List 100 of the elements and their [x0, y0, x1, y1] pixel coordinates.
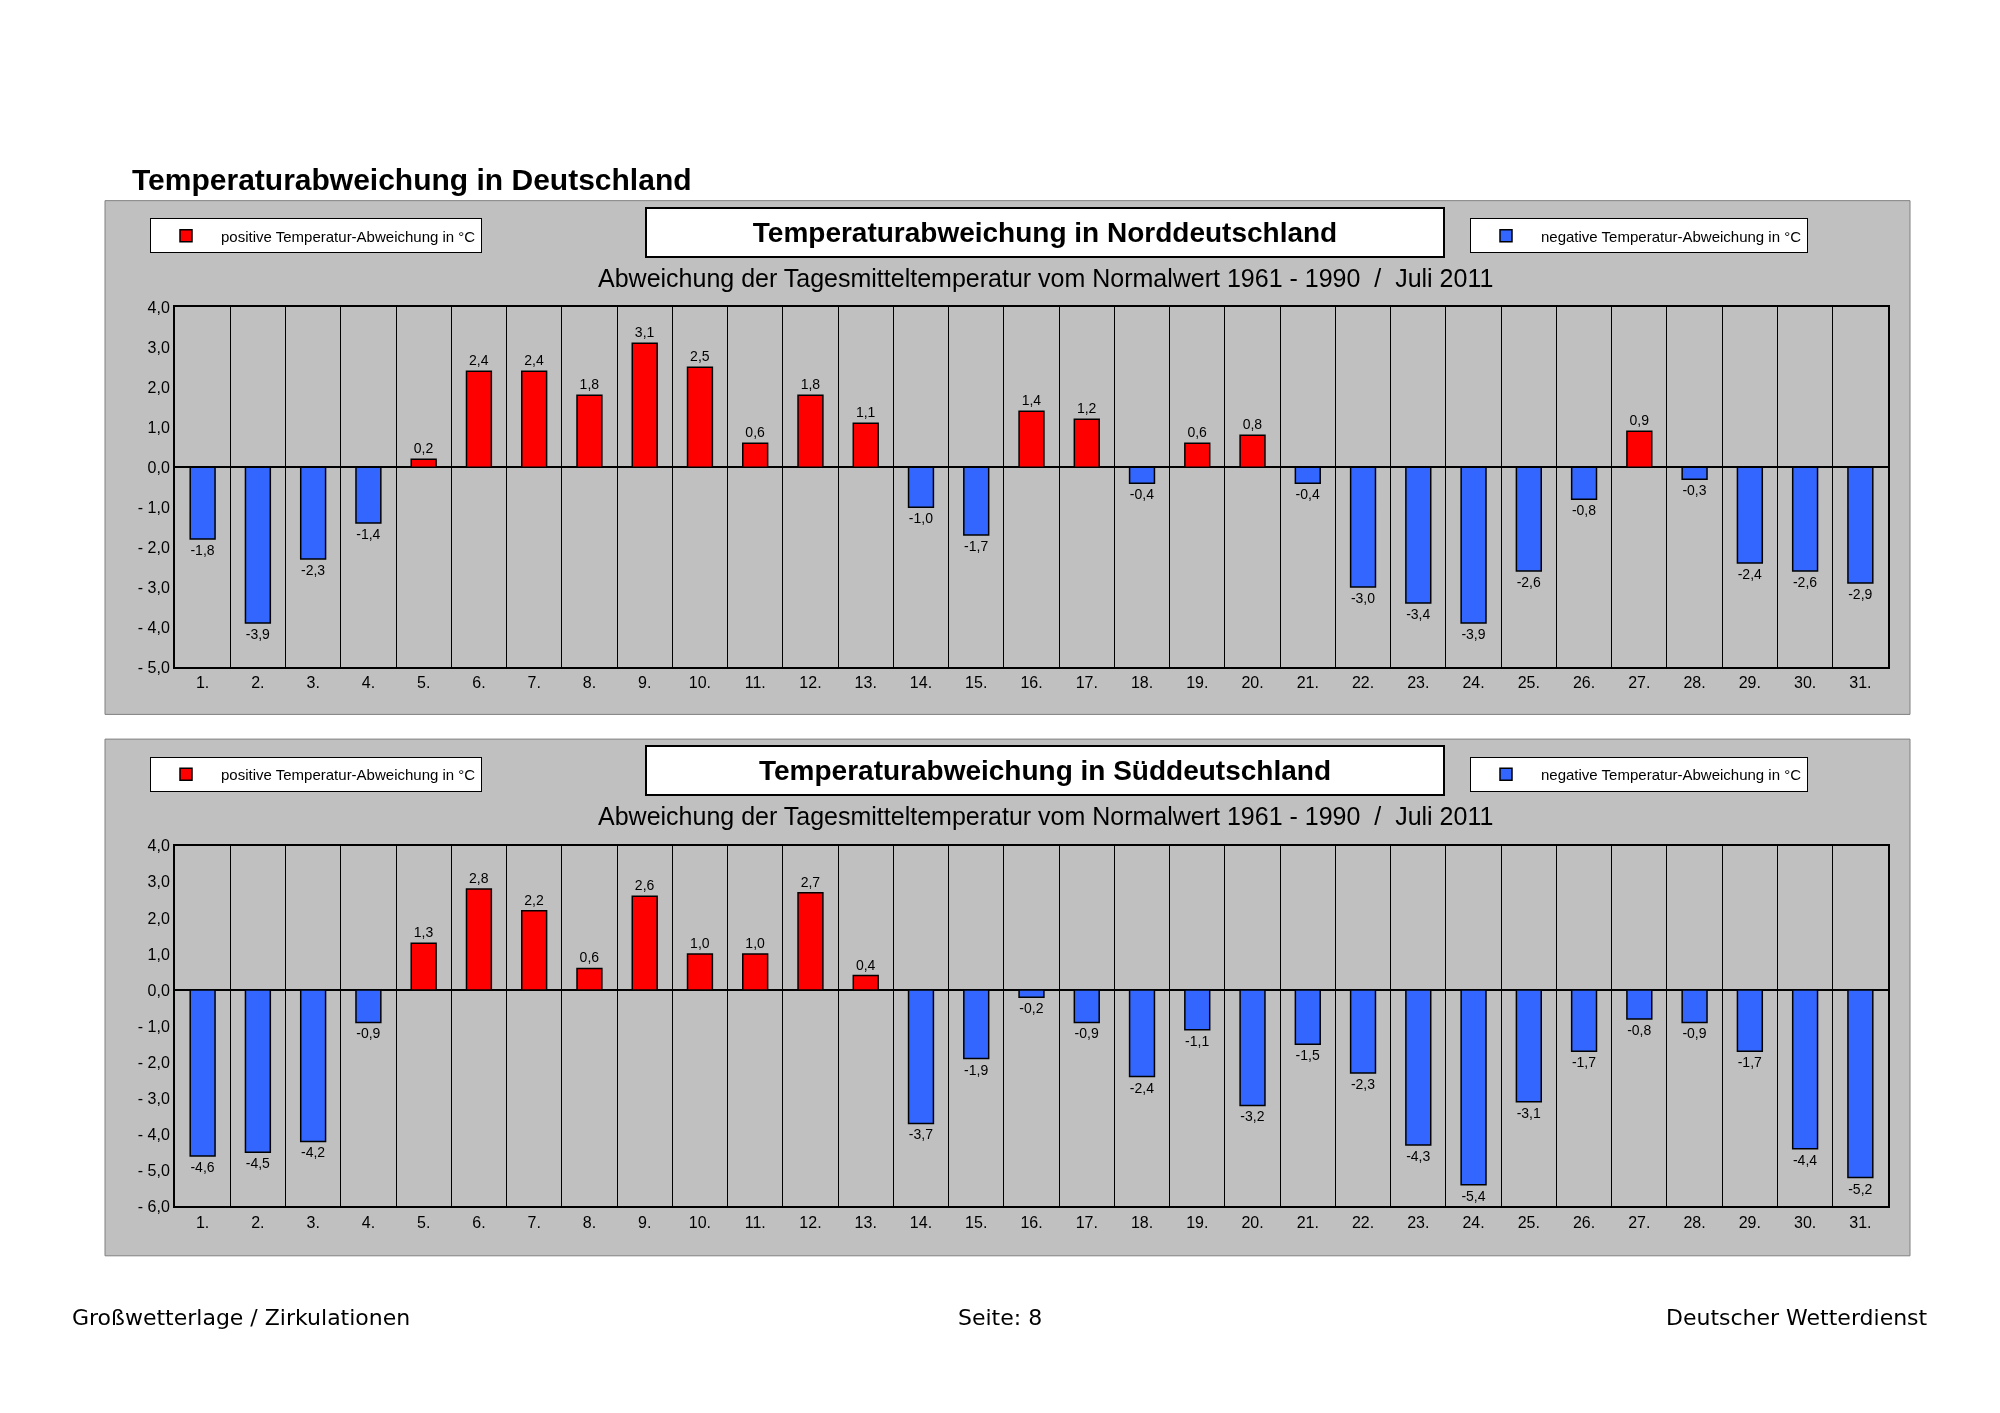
- x-tick-label: 11.: [744, 1213, 766, 1231]
- x-tick-label: 1.: [195, 1213, 210, 1231]
- y-tick-label: 0,0: [147, 981, 170, 999]
- data-label: -2,6: [1792, 574, 1818, 591]
- x-tick-label: 6.: [472, 1213, 486, 1231]
- x-tick-label: 18.: [1130, 1213, 1154, 1231]
- data-label: -4,5: [245, 1155, 271, 1172]
- y-tick-label: 3,0: [147, 338, 170, 356]
- x-tick-label: 5.: [416, 674, 431, 692]
- x-tick-label: 7.: [527, 674, 541, 692]
- data-label: -3,0: [1350, 590, 1376, 607]
- y-tick-label: 0,0: [147, 458, 170, 476]
- x-tick-label: 12.: [799, 674, 822, 692]
- y-tick-label: 4,0: [147, 837, 170, 855]
- y-tick-label: - 6,0: [137, 1198, 170, 1216]
- text: Temperaturabweichung in Deutschland: [132, 163, 692, 196]
- x-tick-label: 7.: [527, 1213, 541, 1231]
- data-label: 1,2: [1076, 400, 1097, 417]
- y-tick-label: - 5,0: [137, 658, 170, 676]
- data-label: 0,4: [855, 956, 876, 973]
- y-tick-label: 3,0: [147, 873, 170, 891]
- data-label: 1,1: [855, 404, 876, 421]
- x-tick-label: 3.: [306, 1213, 320, 1231]
- y-tick-label: 1,0: [147, 418, 170, 436]
- x-tick-label: 10.: [688, 1213, 712, 1231]
- data-label: -0,3: [1682, 482, 1707, 499]
- data-label: 0,6: [745, 424, 766, 441]
- x-tick-label: 20.: [1241, 1213, 1264, 1231]
- data-label: -1,8: [190, 542, 215, 559]
- data-label: 1,0: [745, 934, 766, 951]
- data-label: 1,8: [800, 376, 821, 393]
- x-tick-label: 9.: [638, 1213, 652, 1231]
- data-label: -1,7: [964, 538, 989, 555]
- x-tick-label: 13.: [854, 674, 877, 692]
- data-label: -1,7: [1737, 1054, 1763, 1071]
- data-label: -1,4: [356, 526, 381, 543]
- x-tick-label: 26.: [1572, 674, 1596, 692]
- x-tick-label: 23.: [1407, 674, 1430, 692]
- data-label: 2,5: [690, 348, 710, 365]
- data-label: -4,2: [300, 1144, 326, 1161]
- data-label: 3,1: [634, 324, 655, 341]
- y-tick-label: - 1,0: [137, 1017, 170, 1035]
- x-tick-label: 13.: [854, 1213, 877, 1231]
- data-label: -1,9: [964, 1061, 989, 1078]
- x-tick-label: 8.: [582, 1213, 597, 1231]
- y-tick-label: - 4,0: [137, 618, 170, 636]
- data-label: 0,9: [1629, 412, 1650, 429]
- x-tick-label: 31.: [1849, 674, 1872, 692]
- data-label: -1,1: [1185, 1032, 1210, 1049]
- x-tick-label: 25.: [1517, 674, 1540, 692]
- x-tick-label: 29.: [1738, 1213, 1761, 1231]
- y-tick-label: - 3,0: [137, 578, 170, 596]
- data-label: -4,4: [1792, 1151, 1818, 1168]
- data-label: -0,8: [1571, 502, 1597, 519]
- x-tick-label: 14.: [909, 674, 933, 692]
- data-label: 2,4: [524, 352, 545, 369]
- data-label: 2,2: [524, 891, 545, 908]
- data-label: 0,6: [1187, 424, 1208, 441]
- x-tick-label: 23.: [1407, 1213, 1430, 1231]
- x-tick-label: 3.: [306, 674, 320, 692]
- data-label: -0,9: [1682, 1025, 1707, 1042]
- data-label: -3,9: [245, 626, 271, 643]
- data-label: -5,4: [1461, 1187, 1486, 1204]
- data-label: -2,4: [1129, 1079, 1155, 1096]
- legend-label: negative Temperatur-Abweichung in °C: [1541, 227, 1802, 245]
- x-tick-label: 26.: [1572, 1213, 1596, 1231]
- data-label: -0,8: [1627, 1021, 1652, 1038]
- x-tick-label: 2.: [251, 674, 265, 692]
- legend-label: positive Temperatur-Abweichung in °C: [221, 765, 476, 783]
- y-tick-label: 2,0: [147, 378, 170, 396]
- data-label: -2,9: [1848, 586, 1873, 603]
- x-tick-label: 22.: [1351, 674, 1375, 692]
- x-tick-label: 27.: [1628, 674, 1651, 692]
- x-tick-label: 17.: [1075, 674, 1098, 692]
- data-label: 1,4: [1021, 392, 1042, 409]
- x-tick-label: 19.: [1186, 1213, 1209, 1231]
- data-label: -2,6: [1516, 574, 1541, 591]
- x-tick-label: 22.: [1351, 1213, 1375, 1231]
- data-label: 2,8: [469, 870, 489, 887]
- data-label: -0,2: [1019, 1000, 1044, 1017]
- x-tick-label: 30.: [1793, 1213, 1817, 1231]
- x-tick-label: 29.: [1738, 674, 1761, 692]
- data-label: -2,3: [1350, 1075, 1376, 1092]
- x-tick-label: 12.: [799, 1213, 822, 1231]
- x-tick-label: 24.: [1462, 1213, 1485, 1231]
- data-label: -4,6: [190, 1158, 215, 1175]
- data-label: -2,3: [300, 562, 326, 579]
- data-label: -1,0: [908, 510, 934, 527]
- data-label: 0,2: [413, 440, 434, 457]
- x-tick-label: 10.: [688, 674, 712, 692]
- x-tick-label: 1.: [195, 674, 210, 692]
- x-tick-label: 20.: [1241, 674, 1264, 692]
- x-tick-label: 8.: [582, 674, 597, 692]
- data-label: -3,7: [908, 1126, 934, 1143]
- text: Großwetterlage / Zirkulationen: [72, 1305, 411, 1330]
- data-label: -3,4: [1406, 606, 1431, 623]
- x-tick-label: 18.: [1130, 674, 1154, 692]
- data-label: 2,6: [634, 877, 655, 894]
- data-label: -5,2: [1848, 1180, 1873, 1197]
- data-label: 0,8: [1242, 416, 1263, 433]
